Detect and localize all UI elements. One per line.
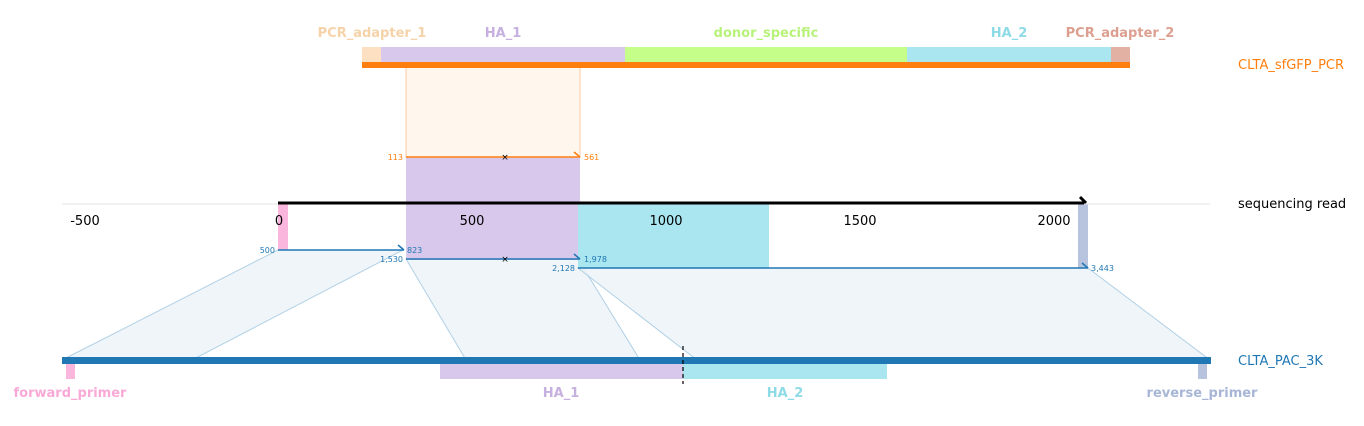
top-track-bar bbox=[362, 62, 1130, 68]
read-feature-reverse-primer bbox=[1078, 204, 1088, 268]
axis-ticks: -500 0 500 1000 1500 2000 bbox=[70, 214, 1070, 229]
feature-donor-specific bbox=[625, 47, 907, 62]
bottom-track: forward_primer HA_1 HA_2 reverse_primer … bbox=[14, 346, 1323, 401]
alignment-arrowhead-top bbox=[573, 151, 581, 158]
alignment-arrowhead-bottom-3 bbox=[1081, 262, 1089, 269]
read-feature-forward-primer bbox=[278, 204, 288, 250]
tick-label: 2000 bbox=[1037, 214, 1070, 229]
tick-label: 500 bbox=[460, 214, 485, 229]
read-feature-ha-1 bbox=[406, 157, 580, 260]
label-pcr-adapter-2: PCR_adapter_2 bbox=[1066, 26, 1175, 41]
alignment-start-bottom-3: 2,128 bbox=[552, 264, 575, 273]
alignment-mark-bottom-2: × bbox=[501, 255, 509, 265]
top-track-name: CLTA_sfGFP_PCR bbox=[1238, 58, 1344, 73]
feature-ha-1-bottom bbox=[440, 364, 683, 379]
label-ha-2-bottom: HA_2 bbox=[767, 386, 804, 401]
read-feature-ha-2 bbox=[578, 204, 769, 268]
alignment-start-bottom-1: 500 bbox=[260, 246, 275, 255]
bottom-alignment-shade-1 bbox=[61, 249, 404, 361]
read-arrowhead bbox=[1078, 195, 1088, 205]
tick-label: -500 bbox=[70, 214, 100, 229]
feature-pcr-adapter-1 bbox=[362, 47, 381, 62]
bottom-alignment-shade-3 bbox=[576, 267, 1212, 361]
alignment-arrows: × 113 561 500 823 × 1,530 1,978 2,128 3,… bbox=[260, 151, 1114, 273]
alignment-mark-top: × bbox=[501, 153, 509, 163]
tick-label: 1500 bbox=[843, 214, 876, 229]
feature-forward-primer bbox=[66, 364, 75, 379]
feature-pcr-adapter-2 bbox=[1111, 47, 1130, 62]
label-donor-specific: donor_specific bbox=[714, 26, 819, 41]
alignment-end-bottom-2: 1,978 bbox=[584, 255, 607, 264]
feature-ha-2-bottom bbox=[683, 364, 887, 379]
label-pcr-adapter-1: PCR_adapter_1 bbox=[318, 26, 427, 41]
alignment-arrowhead-bottom-1 bbox=[397, 244, 405, 251]
label-reverse-primer: reverse_primer bbox=[1147, 386, 1259, 401]
feature-ha-1-top bbox=[381, 47, 625, 62]
top-track: PCR_adapter_1 HA_1 donor_specific HA_2 P… bbox=[318, 26, 1344, 73]
read-track-name: sequencing read bbox=[1238, 197, 1346, 212]
tick-label: 1000 bbox=[649, 214, 682, 229]
feature-ha-2-top bbox=[907, 47, 1111, 62]
alignment-shading bbox=[61, 66, 1212, 361]
alignment-end-top: 561 bbox=[584, 153, 599, 162]
label-forward-primer: forward_primer bbox=[14, 386, 128, 401]
alignment-end-bottom-1: 823 bbox=[407, 246, 422, 255]
alignment-arrowhead-bottom-2 bbox=[573, 253, 581, 260]
bottom-track-bar bbox=[62, 357, 1211, 364]
feature-reverse-primer bbox=[1198, 364, 1207, 379]
tick-label: 0 bbox=[275, 214, 283, 229]
alignment-start-bottom-2: 1,530 bbox=[380, 255, 403, 264]
label-ha-1-bottom: HA_1 bbox=[543, 386, 580, 401]
bottom-track-name: CLTA_PAC_3K bbox=[1238, 354, 1323, 369]
label-ha-1-top: HA_1 bbox=[485, 26, 522, 41]
label-ha-2-top: HA_2 bbox=[991, 26, 1028, 41]
alignment-start-top: 113 bbox=[388, 153, 403, 162]
read-track: -500 0 500 1000 1500 2000 sequencing rea… bbox=[62, 157, 1346, 268]
alignment-end-bottom-3: 3,443 bbox=[1091, 264, 1114, 273]
top-alignment-shade bbox=[405, 66, 581, 158]
